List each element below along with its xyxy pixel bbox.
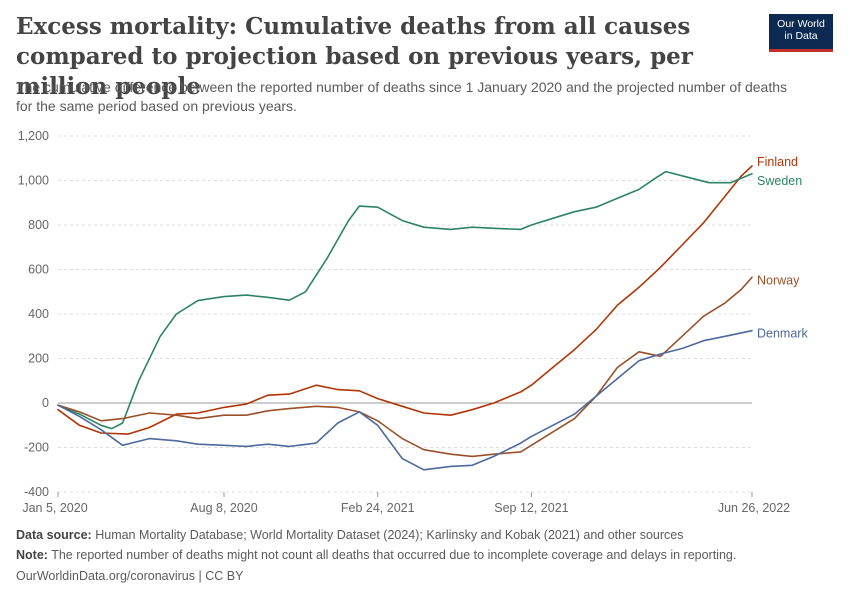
series-label-denmark[interactable]: Denmark [757,327,808,341]
series-label-sweden[interactable]: Sweden [757,174,802,188]
series-label-norway[interactable]: Norway [757,273,800,287]
x-tick-label: Jun 26, 2022 [718,501,790,515]
series-lines [57,165,753,471]
y-tick-label: -400 [24,485,49,499]
y-tick-label: -200 [24,441,49,455]
series-label-finland[interactable]: Finland [757,155,798,169]
series-line-denmark[interactable] [57,329,753,471]
y-tick-label: 1,000 [18,174,49,188]
y-axis-ticks: -400 -200 0 200 400 600 800 1,000 1,200 [18,129,49,499]
note-line: Note: The reported number of deaths migh… [16,548,736,562]
y-tick-label: 200 [28,352,49,366]
logo-line-1: Our World [777,18,825,30]
series-line-finland[interactable] [57,165,753,435]
y-tick-label: 400 [28,307,49,321]
series-line-norway[interactable] [57,276,753,458]
note-text: The reported number of deaths might not … [51,548,737,562]
y-tick-label: 800 [28,218,49,232]
grid-lines [58,135,752,493]
series-labels: Finland Sweden Norway Denmark [757,155,808,341]
series-line-sweden[interactable] [57,170,753,430]
logo-line-2: in Data [784,30,818,42]
source-label: Data source: [16,528,92,542]
credit-link[interactable]: OurWorldinData.org/coronavirus | CC BY [16,569,244,583]
source-line: Data source: Human Mortality Database; W… [16,528,683,542]
chart-subtitle: The cumulative difference between the re… [16,79,788,114]
x-tick-label: Feb 24, 2021 [341,501,415,515]
source-text: Human Mortality Database; World Mortalit… [95,528,684,542]
y-tick-label: 0 [42,396,49,410]
x-tick-label: Jan 5, 2020 [22,501,87,515]
y-tick-label: 600 [28,263,49,277]
y-tick-label: 1,200 [18,129,49,143]
x-tick-label: Aug 8, 2020 [190,501,257,515]
note-label: Note: [16,548,48,562]
x-tick-label: Sep 12, 2021 [494,501,568,515]
chart-title: Excess mortality: Cumulative deaths from… [16,13,693,100]
x-axis-ticks: Jan 5, 2020 Aug 8, 2020 Feb 24, 2021 Sep 12… [22,492,790,515]
owid-logo[interactable]: Our World in Data [769,14,833,52]
